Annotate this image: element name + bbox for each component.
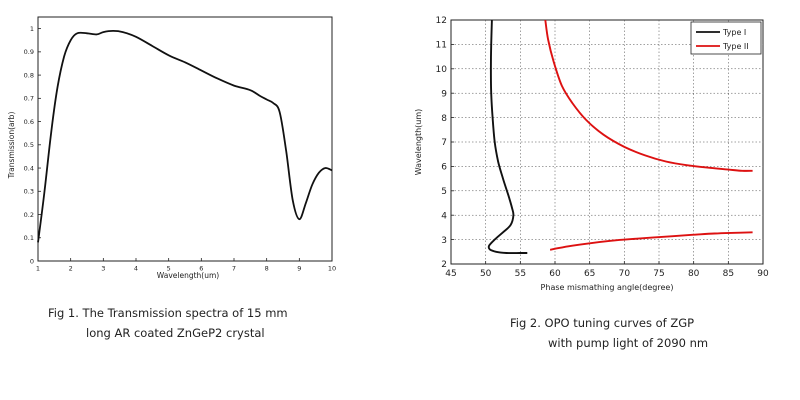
x-tick-label: 60 <box>549 269 561 279</box>
figure-2-caption: Fig 2. OPO tuning curves of ZGP with pum… <box>510 313 708 353</box>
x-tick-label: 45 <box>445 269 456 279</box>
legend-label-type-ii: Type II <box>722 42 749 51</box>
y-tick-label: 8 <box>441 114 447 124</box>
y-tick-label: 0.1 <box>24 234 34 242</box>
x-axis-label: Phase mismathing angle(degree) <box>541 283 674 292</box>
y-tick-label: 9 <box>441 89 447 99</box>
y-tick-label: 0.2 <box>24 211 34 219</box>
y-tick-label: 0.5 <box>24 141 34 149</box>
y-tick-label: 0.6 <box>24 118 34 126</box>
y-tick-label: 6 <box>441 163 447 173</box>
series-line-type-ii-1 <box>544 19 753 172</box>
x-tick-label: 65 <box>584 269 595 279</box>
transmission-chart: 0 0.1 0.2 0.3 0.4 0.5 0.6 0.7 0.8 0.9 1 1 2 3 4 5 6 7 8 9 1… <box>7 16 336 280</box>
plot-frame <box>37 16 333 262</box>
x-tick-label: 50 <box>480 269 492 279</box>
y-axis-label: Wavelength(um) <box>414 109 423 176</box>
series-line-type-i-0 <box>487 19 528 255</box>
figure-1-caption: Fig 1. The Transmission spectra of 15 mm… <box>48 303 288 343</box>
legend-box <box>690 21 762 55</box>
y-tick-label: 11 <box>436 41 447 51</box>
caption-line: Fig 2. OPO tuning curves of ZGP <box>510 316 695 330</box>
x-tick-label: 7 <box>232 265 236 273</box>
x-tick-label: 6 <box>199 265 203 273</box>
y-tick-label: 3 <box>441 236 447 246</box>
y-tick-label: 0 <box>30 257 34 265</box>
y-tick-label: 0.4 <box>24 164 34 172</box>
x-axis-label: Wavelength(um) <box>157 271 219 280</box>
series-line-type-ii-2 <box>549 231 753 251</box>
x-tick-label: 1 <box>36 265 40 273</box>
y-tick-label: 4 <box>441 211 447 221</box>
y-tick-label: 2 <box>441 260 447 270</box>
x-tick-label: 70 <box>619 269 631 279</box>
x-tick-label: 8 <box>265 265 269 273</box>
x-tick-label: 2 <box>69 265 73 273</box>
x-tick-label: 4 <box>134 265 138 273</box>
x-tick-label: 90 <box>757 269 769 279</box>
x-tick-label: 9 <box>297 265 301 273</box>
x-tick-label: 85 <box>723 269 734 279</box>
caption-line: with pump light of 2090 nm <box>548 336 709 350</box>
x-tick-label: 55 <box>515 269 526 279</box>
y-tick-label: 0.3 <box>24 188 34 196</box>
series-line <box>37 30 333 243</box>
x-tick-label: 3 <box>101 265 105 273</box>
legend: Type I Type II <box>690 21 762 55</box>
y-tick-label: 0.9 <box>24 48 34 56</box>
x-tick-label: 5 <box>167 265 171 273</box>
y-tick-label: 7 <box>441 138 447 148</box>
caption-line: Fig 1. The Transmission spectra of 15 mm <box>48 306 288 320</box>
x-tick-label: 75 <box>653 269 664 279</box>
x-tick-label: 80 <box>688 269 700 279</box>
legend-label-type-i: Type I <box>722 28 746 37</box>
y-tick-label: 0.7 <box>24 95 34 103</box>
caption-line: long AR coated ZnGeP2 crystal <box>86 326 265 340</box>
y-tick-label: 1 <box>30 25 34 33</box>
y-axis-label: Transmission(arb) <box>7 112 16 180</box>
y-tick-label: 0.8 <box>24 71 34 79</box>
x-tick-label: 10 <box>328 265 336 273</box>
y-tick-label: 5 <box>441 187 447 197</box>
y-tick-label: 12 <box>436 16 447 26</box>
y-tick-label: 10 <box>436 65 448 75</box>
